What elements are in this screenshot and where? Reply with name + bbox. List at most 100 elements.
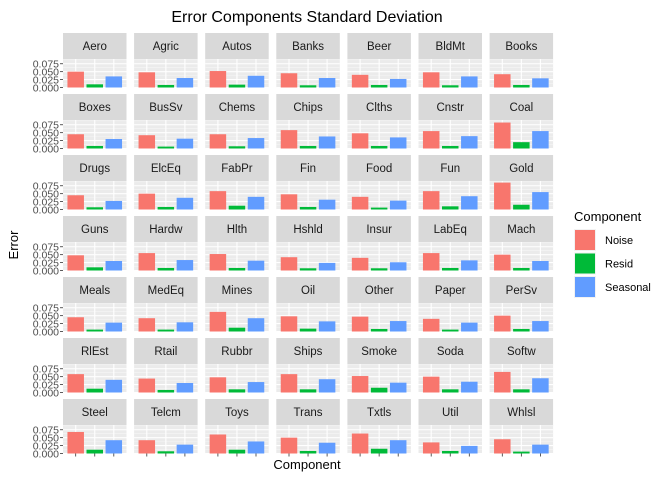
bar-resid [442,206,459,210]
bar-noise [209,134,227,149]
bar-resid [228,146,246,149]
bar-seasonal [389,137,407,149]
bar-noise [280,374,298,393]
bar-noise [209,191,227,210]
bar-seasonal [532,192,549,210]
bar-resid [86,388,103,393]
facet-panel: Trans [276,399,340,455]
facet-label: Gold [509,163,533,175]
facet-label: Toys [225,407,249,419]
facet-strip [63,33,127,59]
bar-resid [228,327,246,332]
facet-strip [205,216,269,242]
facet-strip [418,338,482,364]
facet-strip [134,216,198,242]
facet-panel: Smoke [347,338,411,394]
facet-label: RlEst [81,346,109,358]
bar-resid [513,204,530,210]
bar-seasonal [176,444,194,454]
bar-resid [228,449,246,454]
bar-noise [209,311,227,332]
bar-noise [209,71,227,88]
bar-resid [442,267,459,271]
y-tick-label: 0.000 [33,204,59,216]
facet-panel: FabPr [205,155,269,211]
bar-noise [494,74,511,88]
legend-label: Noise [605,235,633,247]
y-tick-label: 0.050 [33,66,59,78]
bar-resid [299,450,317,454]
y-tick-label: 0.075 [33,181,59,193]
bar-seasonal [461,445,478,454]
y-tick-label: 0.025 [33,318,59,330]
bar-seasonal [247,260,265,271]
facet-label: Mines [222,285,253,297]
facet-strip [418,399,482,425]
y-tick-label: 0.000 [33,387,59,399]
facet-panel: Whlsl [489,399,554,455]
bar-resid [86,267,103,271]
bar-noise [494,371,511,393]
facet-label: Hshld [293,224,322,236]
facet-label: Ships [294,346,323,358]
bar-resid [157,84,175,88]
bar-resid [157,451,175,454]
facet-panel: Hardw [134,216,198,272]
facet-label: LabEq [434,224,467,236]
facet-strip [418,94,482,120]
y-axis-title: Error [6,230,21,260]
bar-seasonal [461,136,478,149]
facet-panel: Drugs [63,155,127,211]
facet-panel: Paper [418,277,482,333]
bar-noise [138,72,156,88]
facet-strip [205,155,269,181]
bar-seasonal [105,76,123,88]
facet-panel: Guns [63,216,127,272]
bar-resid [370,268,388,271]
bar-resid [513,142,530,149]
facet-label: Txtls [367,407,392,419]
y-tick-label: 0.025 [33,257,59,269]
bar-noise [138,135,156,149]
facet-strip [205,277,269,303]
facet-panel: Boxes [63,94,127,150]
x-axis-title: Component [273,457,341,472]
bar-noise [209,377,227,393]
bar-seasonal [318,442,336,454]
bar-seasonal [461,196,478,210]
facet-strip [347,399,411,425]
bar-noise [280,73,298,88]
bar-seasonal [532,321,549,332]
bar-seasonal [532,131,549,149]
facet-label: Agric [153,41,179,53]
facet-label: Whlsl [507,407,535,419]
y-tick-label: 0.050 [33,127,59,139]
facet-strip [347,33,411,59]
bar-noise [280,130,298,149]
facet-strip [276,399,340,425]
facet-label: Hlth [227,224,247,236]
bar-seasonal [318,136,336,149]
bar-noise [422,72,440,88]
facet-panel: Coal [489,94,554,150]
bar-resid [157,146,175,149]
bar-noise [494,439,511,454]
facet-panel: Rubbr [205,338,269,394]
facet-panel: Banks [276,33,340,89]
bar-noise [422,376,440,393]
bar-seasonal [389,200,407,210]
facet-strip [489,33,554,59]
bar-resid [370,207,388,210]
bar-noise [67,255,84,271]
bar-resid [157,329,175,332]
bar-noise [422,318,440,332]
facet-strip [276,277,340,303]
bar-resid [299,145,317,149]
legend-swatch-seasonal [575,277,595,297]
facet-strip [63,399,127,425]
bar-noise [351,257,369,271]
facet-strip [276,338,340,364]
facet-strip [347,155,411,181]
bar-resid [370,448,388,454]
bar-resid [299,268,317,271]
